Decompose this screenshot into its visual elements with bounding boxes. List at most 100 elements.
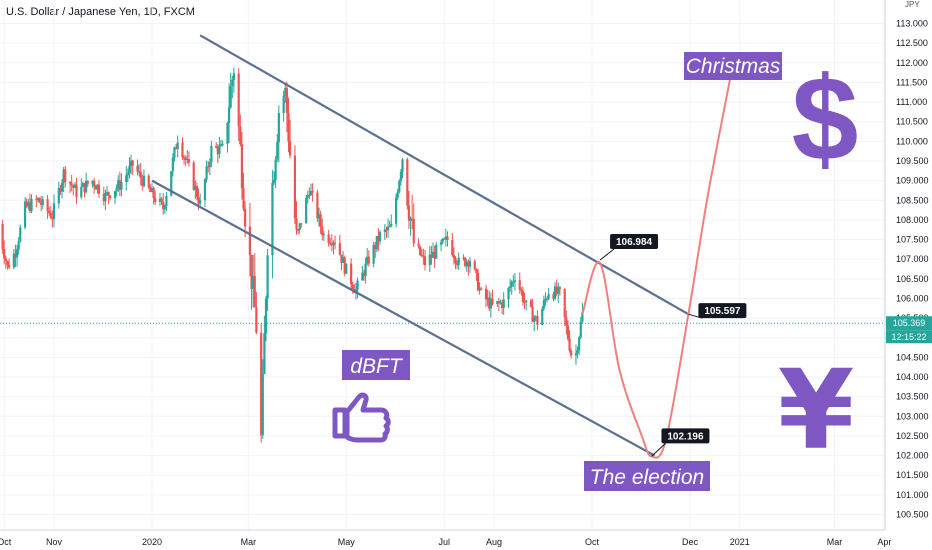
candle-body — [48, 210, 51, 214]
candle — [60, 179, 64, 199]
candle-body — [300, 223, 303, 225]
candle-body — [226, 122, 229, 144]
candle-body — [231, 79, 234, 87]
candle-body — [128, 165, 131, 174]
candle — [38, 197, 41, 204]
candle — [568, 330, 571, 353]
candle-body — [497, 301, 500, 303]
candle — [147, 174, 150, 190]
candle-body — [104, 193, 107, 202]
candle-body — [422, 255, 425, 257]
candle — [536, 310, 539, 331]
candle-body — [248, 226, 252, 255]
candle — [420, 248, 423, 258]
y-tick-label: 109.500 — [896, 156, 929, 166]
candle-body — [578, 337, 581, 351]
candle-body — [520, 289, 523, 292]
candle-body — [374, 244, 377, 250]
dbft-banner: dBFT — [342, 350, 410, 380]
candle-body — [464, 257, 467, 267]
chart-title: U.S. Dollar / Japanese Yen, 1D, FXCM — [6, 6, 195, 18]
candle-body — [70, 183, 73, 186]
candle-body — [136, 165, 139, 172]
candle — [216, 144, 219, 164]
candle-body — [64, 169, 67, 182]
candle — [293, 145, 297, 224]
candle-body — [3, 248, 6, 259]
candle-body — [531, 306, 534, 322]
candle — [15, 245, 19, 267]
candle — [330, 234, 333, 252]
candle — [46, 195, 49, 219]
candle — [285, 81, 288, 133]
candle-body — [152, 188, 155, 198]
callout-pointer — [651, 442, 666, 457]
candle-body — [542, 300, 545, 309]
candle — [411, 194, 414, 230]
candle-body — [507, 287, 510, 300]
candle — [579, 316, 582, 340]
candle — [126, 168, 129, 183]
price-callout: 102.196 — [651, 428, 710, 457]
candle-body — [93, 180, 96, 187]
candle-body — [68, 181, 72, 184]
candle-body — [451, 239, 454, 256]
candle — [534, 315, 537, 322]
candle-body — [102, 193, 105, 202]
candle-body — [287, 112, 290, 142]
candle — [367, 250, 370, 267]
candle — [64, 166, 67, 188]
candle — [422, 248, 425, 265]
candle-body — [385, 229, 388, 231]
candle — [502, 292, 505, 315]
candle-body — [305, 198, 308, 224]
candle — [138, 163, 141, 177]
y-tick-label: 113.000 — [896, 19, 928, 29]
candle-body — [443, 238, 446, 240]
candle — [152, 186, 155, 205]
candle — [139, 162, 142, 186]
candle — [529, 298, 533, 308]
candle — [311, 183, 314, 202]
candle — [309, 183, 313, 196]
candle-body — [170, 171, 173, 196]
candle — [205, 160, 208, 183]
candle — [186, 149, 189, 164]
candle — [252, 254, 255, 308]
y-tick-label: 111.500 — [896, 77, 927, 87]
candle — [399, 169, 403, 186]
candle — [512, 274, 515, 287]
candle-body — [396, 192, 399, 198]
candle-body — [486, 297, 489, 300]
candle — [57, 181, 60, 209]
candle — [444, 228, 447, 247]
candle-body — [72, 185, 75, 188]
thumbs-up-shape — [332, 392, 391, 443]
candle — [377, 228, 380, 252]
candle — [544, 292, 547, 306]
candle-body — [478, 288, 481, 291]
y-tick-label: 109.000 — [896, 176, 929, 186]
candle — [105, 185, 109, 196]
candle — [441, 237, 444, 245]
candle — [192, 160, 195, 191]
y-tick-label: 102.000 — [896, 451, 929, 461]
candle-body — [192, 162, 195, 190]
candle — [142, 169, 146, 188]
candle-body — [194, 185, 197, 190]
x-tick-label: May — [338, 537, 356, 547]
candle — [30, 194, 33, 214]
y-tick-label: 112.000 — [896, 58, 928, 68]
x-tick-label: Jul — [439, 537, 451, 547]
banner-text: Christmas — [686, 55, 781, 78]
candle-body — [343, 257, 346, 274]
candle-body — [208, 162, 211, 168]
candle-body — [298, 223, 301, 231]
candle-body — [197, 197, 200, 204]
candle-body — [316, 192, 319, 219]
candle — [386, 218, 390, 238]
candle-body — [570, 350, 573, 356]
candle-body — [184, 157, 187, 160]
candle-body — [366, 256, 369, 264]
